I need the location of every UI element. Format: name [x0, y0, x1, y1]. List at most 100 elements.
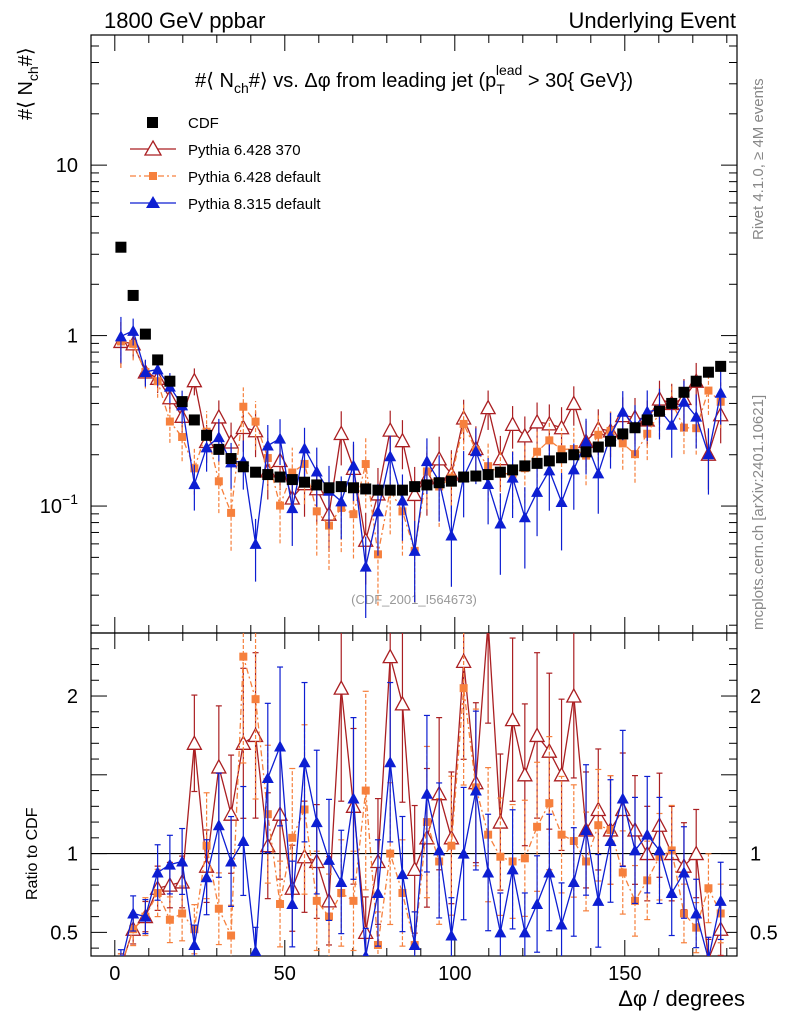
point-main — [555, 496, 568, 508]
cdf-point — [152, 354, 164, 366]
point-ratio — [516, 766, 533, 782]
point-main — [494, 517, 507, 529]
point-ratio — [225, 855, 238, 867]
series-ratio-p6-370 — [117, 633, 729, 956]
point-ratio — [447, 841, 456, 850]
point-ratio — [469, 784, 482, 796]
point-main — [420, 455, 433, 467]
legend-marker-p8-default — [146, 196, 160, 208]
point-main — [127, 324, 140, 336]
point-main — [543, 464, 556, 476]
axes-layer: 0 50 100 150 10−1 1 10 0.5 1 2 0.5 1 2 — [40, 35, 778, 985]
point-ratio — [555, 918, 568, 930]
point-main — [480, 399, 497, 415]
title-sub-ch: ch — [234, 80, 249, 96]
point-main — [459, 419, 468, 428]
point-ratio — [420, 787, 433, 799]
y-tick-label: 1 — [67, 326, 78, 348]
point-main — [114, 330, 127, 342]
point-main — [288, 468, 297, 477]
point-main — [139, 365, 152, 377]
y-tick-label: 10 — [56, 155, 78, 177]
point-ratio — [139, 910, 152, 922]
legend-marker-p6-default — [149, 172, 157, 180]
series-line-ratio-p6-370 — [123, 633, 722, 956]
point-ratio — [688, 845, 705, 861]
point-ratio — [406, 860, 423, 876]
series-main-cdf — [115, 241, 727, 496]
x-tick-label: 150 — [608, 963, 641, 985]
point-ratio — [362, 950, 369, 956]
point-ratio — [186, 734, 203, 750]
header-right: Underlying Event — [568, 8, 736, 33]
point-ratio — [276, 900, 285, 909]
point-main — [249, 537, 262, 549]
point-ratio — [629, 844, 641, 856]
cdf-point — [470, 470, 482, 482]
point-ratio — [396, 868, 409, 880]
cdf-point — [176, 396, 188, 408]
ratio-y-tick-label: 1 — [67, 844, 78, 866]
point-main — [533, 447, 542, 456]
cdf-point — [335, 481, 347, 493]
point-main — [186, 372, 203, 388]
point-ratio — [210, 758, 227, 774]
cdf-point — [690, 375, 702, 387]
ratio-data-layer — [91, 633, 737, 956]
cdf-point — [323, 482, 335, 494]
legend: CDF Pythia 6.428 370 Pythia 6.428 defaul… — [130, 115, 321, 213]
point-ratio — [165, 915, 174, 924]
point-ratio — [371, 886, 384, 898]
point-main — [565, 395, 582, 411]
point-ratio — [188, 938, 201, 950]
cdf-point — [531, 457, 543, 469]
point-ratio — [557, 830, 566, 839]
cdf-point — [556, 452, 568, 464]
point-ratio — [653, 844, 666, 856]
point-main — [200, 441, 213, 453]
point-main — [518, 511, 531, 523]
point-main — [665, 418, 678, 430]
point-ratio — [394, 695, 411, 711]
point-ratio — [543, 866, 556, 878]
point-main — [516, 427, 533, 443]
point-ratio — [704, 884, 713, 893]
cdf-point — [237, 461, 249, 473]
cdf-point — [592, 441, 604, 453]
point-ratio — [333, 679, 350, 695]
point-main — [545, 436, 554, 445]
cdf-point — [421, 479, 433, 491]
point-ratio — [433, 844, 446, 856]
point-ratio — [335, 875, 348, 887]
point-main — [592, 467, 605, 479]
point-ratio — [528, 727, 546, 743]
point-main — [384, 450, 397, 462]
point-ratio — [506, 863, 519, 875]
series-ratio-p8-default — [117, 666, 727, 956]
legend-label-cdf: CDF — [188, 115, 219, 132]
point-main — [618, 439, 627, 448]
x-tick-label: 0 — [109, 963, 120, 985]
cdf-point — [715, 360, 727, 372]
point-ratio — [567, 875, 580, 887]
point-ratio — [494, 926, 507, 938]
point-main — [239, 402, 248, 411]
title-mid: #⟩ vs. Δφ from leading jet (p — [249, 70, 497, 92]
point-main — [704, 386, 713, 395]
point-ratio — [227, 931, 236, 940]
point-main — [276, 501, 285, 510]
main-data-layer — [112, 241, 729, 618]
point-main — [406, 486, 423, 502]
x-tick-label: 100 — [438, 963, 471, 985]
point-main — [445, 529, 458, 541]
series-main-p6-default — [116, 322, 725, 606]
cdf-point — [409, 481, 421, 493]
cdf-point — [396, 484, 408, 496]
point-main — [506, 471, 519, 483]
cdf-point — [543, 455, 555, 467]
series-line-ratio-p8-default — [122, 746, 722, 956]
cdf-point — [115, 241, 127, 253]
x-tick-label: 50 — [274, 963, 296, 985]
point-main — [567, 463, 580, 475]
ratio-y-tick-label: 0.5 — [50, 922, 78, 944]
